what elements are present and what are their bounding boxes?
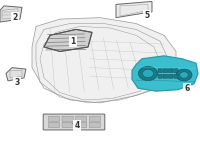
Text: 5: 5 [144, 11, 150, 20]
FancyBboxPatch shape [158, 69, 162, 73]
FancyBboxPatch shape [89, 116, 100, 121]
FancyBboxPatch shape [48, 116, 60, 121]
Text: 1: 1 [70, 37, 76, 46]
Circle shape [180, 72, 188, 78]
FancyBboxPatch shape [89, 122, 100, 128]
FancyBboxPatch shape [158, 74, 162, 78]
Polygon shape [0, 6, 22, 22]
Circle shape [176, 69, 192, 81]
FancyBboxPatch shape [168, 69, 173, 73]
Circle shape [142, 69, 154, 78]
Polygon shape [116, 1, 152, 18]
Polygon shape [32, 18, 176, 103]
FancyBboxPatch shape [163, 69, 168, 73]
FancyBboxPatch shape [62, 122, 73, 128]
Text: 2: 2 [12, 13, 18, 22]
FancyBboxPatch shape [48, 122, 60, 128]
FancyBboxPatch shape [76, 116, 87, 121]
Circle shape [138, 66, 158, 81]
FancyBboxPatch shape [163, 74, 168, 78]
Text: 3: 3 [14, 78, 20, 87]
Text: 6: 6 [184, 84, 190, 93]
FancyBboxPatch shape [174, 69, 178, 73]
FancyBboxPatch shape [62, 116, 73, 121]
FancyBboxPatch shape [168, 74, 173, 78]
FancyBboxPatch shape [43, 114, 105, 130]
FancyBboxPatch shape [76, 122, 87, 128]
Polygon shape [44, 29, 92, 51]
Text: 4: 4 [74, 121, 80, 130]
FancyBboxPatch shape [174, 74, 178, 78]
Polygon shape [6, 68, 26, 81]
Polygon shape [132, 56, 198, 91]
